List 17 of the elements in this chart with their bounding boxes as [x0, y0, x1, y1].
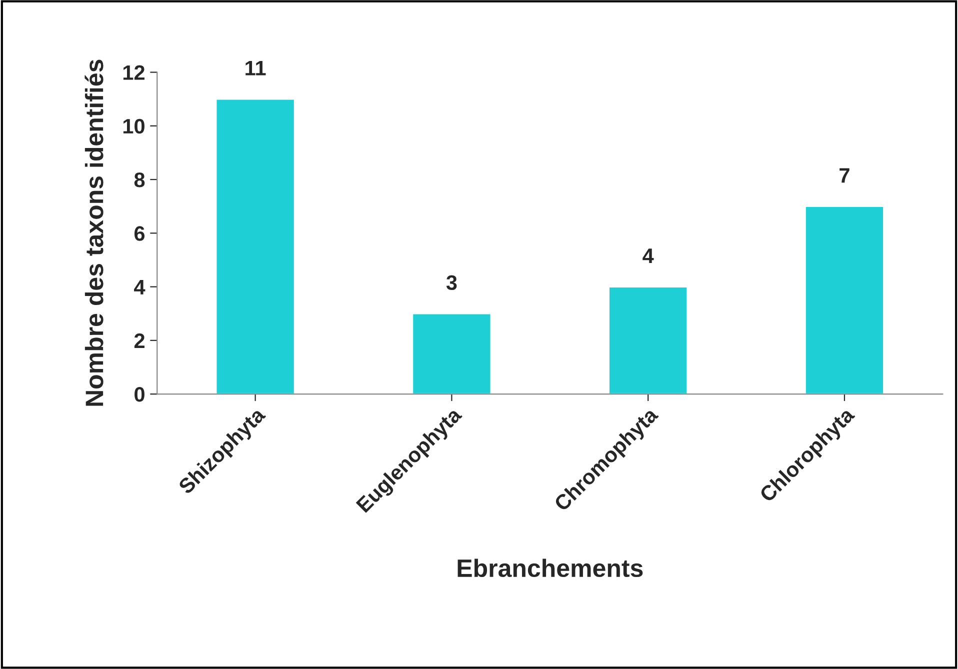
- y-tick-label: 8: [134, 172, 145, 188]
- data-label: 7: [840, 168, 850, 183]
- y-tick-label: 4: [134, 280, 146, 294]
- x-axis-title: Ebranchements: [458, 558, 643, 578]
- bar: [412, 312, 492, 394]
- bar: [608, 286, 688, 394]
- bar: [804, 206, 884, 394]
- data-label: 11: [246, 60, 266, 76]
- y-tick-label: 0: [134, 387, 144, 402]
- y-tick-label: 2: [134, 333, 144, 348]
- data-label: 4: [642, 248, 654, 264]
- bar: [215, 98, 296, 394]
- data-label: 3: [446, 275, 457, 290]
- y-tick-label: 12: [123, 65, 144, 80]
- y-tick-label: 6: [134, 226, 145, 241]
- y-tick-label: 10: [123, 118, 144, 134]
- y-axis-title: Nombre des taxons identifiés: [84, 60, 104, 406]
